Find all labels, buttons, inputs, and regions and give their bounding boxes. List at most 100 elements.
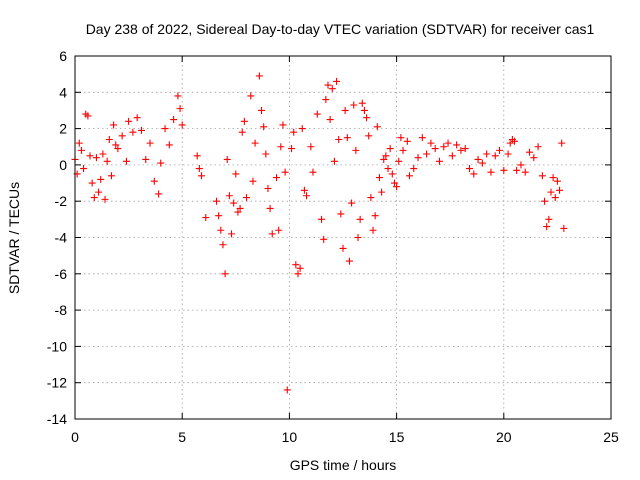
data-point (86, 152, 94, 160)
data-point (386, 145, 394, 153)
data-point (255, 72, 263, 80)
data-point (435, 157, 443, 165)
data-point (418, 134, 426, 142)
data-point (384, 165, 392, 173)
data-point (225, 192, 233, 200)
data-point (243, 194, 251, 202)
data-point (444, 139, 452, 147)
data-point (268, 230, 276, 238)
data-point (558, 139, 566, 147)
data-point (281, 168, 289, 176)
data-point (137, 126, 145, 134)
data-point (195, 165, 203, 173)
data-point (423, 150, 431, 158)
data-point (478, 159, 486, 167)
data-point (251, 139, 259, 147)
data-point (118, 132, 126, 140)
data-point (348, 199, 356, 207)
data-point (221, 270, 229, 278)
data-point (390, 179, 398, 187)
data-point (339, 244, 347, 252)
data-point (343, 134, 351, 142)
data-point (283, 386, 291, 394)
data-point (142, 155, 150, 163)
data-point (393, 183, 401, 191)
data-point (556, 186, 564, 194)
data-point (382, 152, 390, 160)
data-point (230, 199, 238, 207)
data-point (296, 264, 304, 272)
data-point (303, 192, 311, 200)
data-point (373, 123, 381, 131)
data-point (352, 146, 360, 154)
data-point (75, 139, 83, 147)
data-point (114, 145, 122, 153)
data-point (341, 106, 349, 114)
data-point (354, 234, 362, 241)
data-point (375, 174, 383, 182)
data-point (260, 123, 268, 131)
data-point (517, 161, 525, 169)
data-point (521, 168, 529, 176)
data-point (333, 77, 341, 85)
data-point (395, 157, 403, 165)
data-point (247, 92, 255, 100)
data-point (150, 177, 158, 185)
data-point (307, 143, 315, 151)
data-point (399, 146, 407, 154)
data-point (112, 141, 120, 149)
data-point (453, 141, 461, 149)
data-point (538, 172, 546, 180)
data-point (358, 99, 366, 107)
data-point (504, 150, 512, 158)
data-point (234, 208, 242, 216)
data-point (534, 143, 542, 151)
data-point (129, 128, 137, 136)
data-point (170, 116, 178, 124)
data-point (350, 101, 358, 109)
data-point (378, 188, 386, 196)
data-point (290, 128, 298, 136)
data-point (511, 137, 519, 145)
x-tick-label: 5 (178, 429, 186, 445)
y-tick-label: 4 (59, 84, 67, 100)
data-point (547, 188, 555, 196)
data-point (279, 121, 287, 129)
data-point (367, 194, 375, 202)
axis-ticks: -14 -12 -10 -8 -6 -4 -2 0 2 4 6 0 5 10 15 20 25 (47, 48, 619, 445)
data-point (125, 117, 133, 125)
data-point (363, 114, 371, 122)
data-point (457, 146, 465, 154)
data-point (500, 166, 508, 174)
chart-title: Day 238 of 2022, Sidereal Day-to-day VTE… (86, 21, 595, 37)
data-point (213, 197, 221, 205)
x-tick-label: 15 (389, 429, 405, 445)
data-point (431, 145, 439, 153)
data-point (266, 204, 274, 212)
y-tick-label: -10 (47, 338, 67, 354)
data-point (77, 146, 85, 154)
data-point (365, 132, 373, 140)
data-point (560, 224, 568, 232)
x-tick-label: 25 (603, 429, 619, 445)
y-tick-label: 0 (59, 157, 67, 173)
data-point (236, 204, 244, 212)
data-point (197, 172, 205, 180)
data-point (513, 166, 521, 174)
data-point (356, 215, 364, 223)
data-point (103, 157, 111, 165)
data-point (277, 143, 285, 151)
data-point (397, 134, 405, 142)
x-axis-label: GPS time / hours (290, 457, 397, 473)
data-point (219, 241, 227, 249)
data-point (309, 168, 317, 176)
data-point (258, 106, 266, 114)
data-point (84, 112, 92, 120)
data-point (146, 139, 154, 147)
y-tick-label: -12 (47, 375, 67, 391)
data-point (262, 150, 270, 158)
data-point (174, 92, 182, 100)
x-tick-label: 20 (496, 429, 512, 445)
data-point (371, 212, 379, 220)
data-point (483, 150, 491, 158)
